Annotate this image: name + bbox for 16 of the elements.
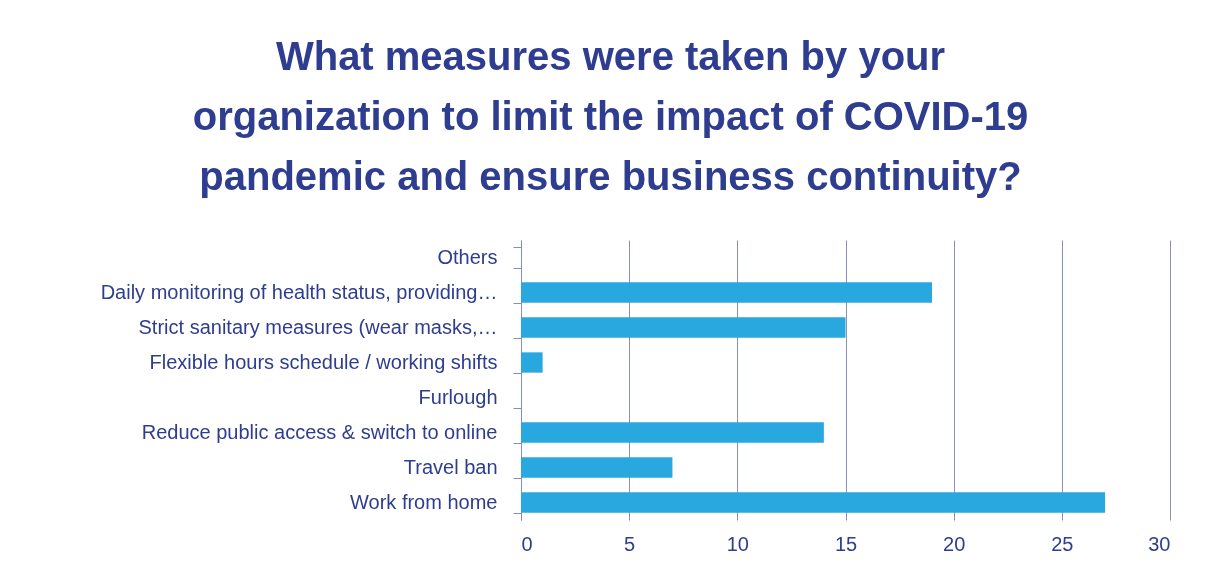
x-tick-label: 30	[1148, 532, 1171, 555]
x-tick-label: 20	[943, 532, 966, 555]
y-tick-label: Others	[437, 246, 498, 268]
y-tick-label: Strict sanitary measures (wear masks,…	[138, 316, 498, 338]
y-tick-label: Reduce public access & switch to online	[141, 421, 498, 443]
x-tick-label: 15	[834, 532, 858, 555]
x-tick-label: 0	[521, 532, 533, 555]
y-tick-label: Work from home	[350, 491, 498, 513]
x-tick-label: 10	[726, 532, 749, 555]
y-tick-label: Daily monitoring of health status, providing…	[100, 281, 498, 303]
chart-title: What measures were taken by your organization to limit the impact of COVID-19 pandemic and ensure business continuity?	[192, 34, 1029, 198]
x-tick-label: 5	[624, 532, 636, 555]
y-tick-label: Flexible hours schedule / working shifts	[149, 351, 498, 373]
y-tick-label: Travel ban	[403, 456, 498, 478]
x-tick-label: 25	[1051, 532, 1074, 555]
y-tick-label: Furlough	[418, 386, 498, 408]
